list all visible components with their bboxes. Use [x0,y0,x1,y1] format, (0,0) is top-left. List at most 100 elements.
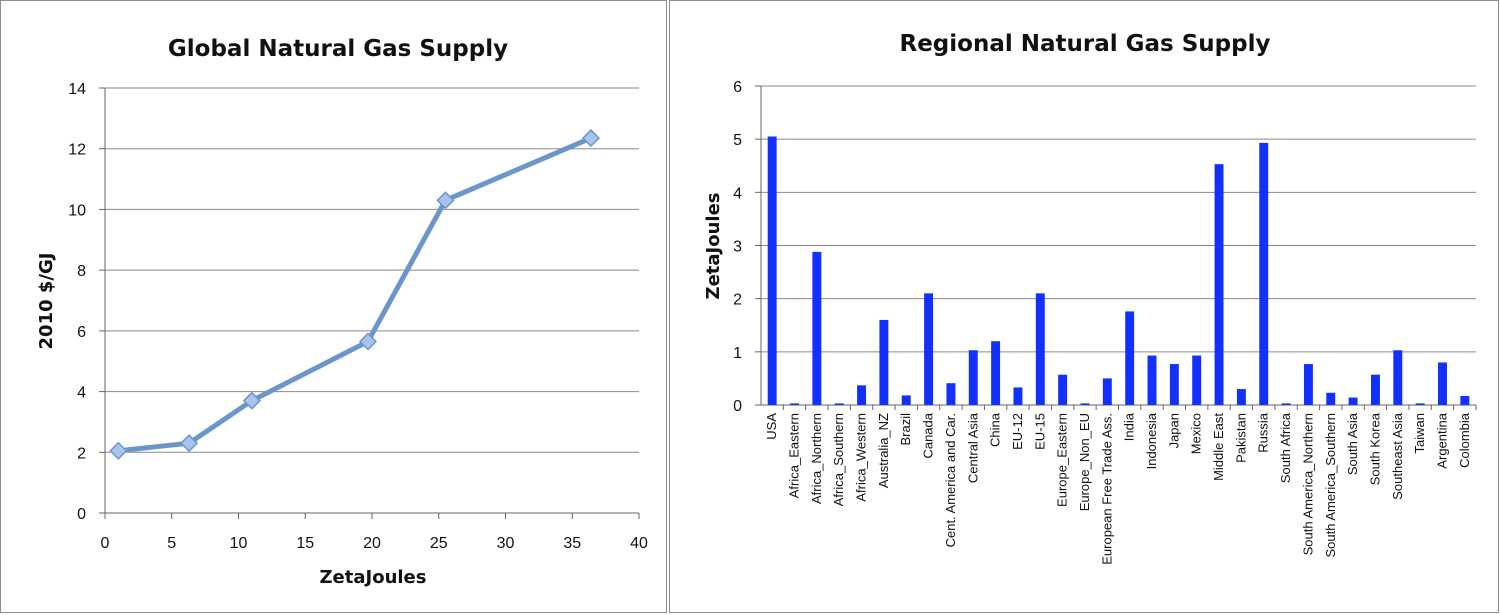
y-tick-label: 0 [733,398,742,415]
bar [1259,142,1269,405]
category-label: Africa_Western [854,413,869,502]
category-label: Canada [921,412,936,458]
category-label: Europe_Non_EU [1077,413,1092,511]
data-point-marker [109,441,128,460]
bar [1370,374,1380,405]
bar [1415,403,1425,405]
category-label: Brazil [898,413,913,446]
bar [1080,403,1090,405]
category-label: South Asia [1345,412,1360,475]
bar [1013,387,1023,405]
regional-supply-chart-panel: Regional Natural Gas Supply ZetaJoules 0… [669,0,1499,613]
gridlines [761,85,1476,353]
category-label: Cent. America and Car. [943,413,958,547]
x-axis-label: ZetaJoules [320,567,427,588]
bar [1460,395,1470,405]
category-label: Africa_Northern [809,413,824,504]
y-tick-label: 6 [733,79,742,96]
y-tick-label: 5 [733,132,742,149]
y-tick-label: 3 [733,239,742,256]
gridlines [105,87,639,453]
chart-title: Regional Natural Gas Supply [900,31,1271,57]
bar [1281,403,1291,405]
category-label: Colombia [1457,412,1472,468]
y-tick-label: 2 [733,292,742,309]
category-label: Taiwan [1412,413,1427,453]
bar [1102,378,1112,405]
bar [857,385,867,405]
category-label: EU-15 [1032,413,1047,450]
x-tick-label: 30 [497,535,515,552]
bar [1438,362,1447,405]
category-label: Africa_Eastern [787,413,802,498]
category-label: USA [764,413,779,440]
bar [1035,293,1045,405]
x-tick-label: 35 [563,535,581,552]
y-tick-label: 4 [77,385,86,402]
category-label: EU-12 [1010,413,1025,450]
global-supply-line-chart: Global Natural Gas Supply 2010 $/GJ Zeta… [36,36,648,588]
data-point-marker [180,434,199,453]
category-label: Japan [1166,413,1181,448]
category-label: South Africa [1278,412,1293,483]
x-tick-label: 20 [363,535,381,552]
axes [755,85,1477,410]
y-tick-label: 14 [68,81,86,98]
data-point-marker [581,129,601,148]
series-line [115,135,594,454]
bar [1303,364,1313,405]
bar [879,319,889,405]
category-label: South America_Southern [1323,413,1338,558]
bar [924,293,934,405]
category-label: Indonesia [1144,412,1159,469]
bar [834,403,844,405]
data-point-marker [358,332,378,351]
bar [812,251,822,405]
bar [1147,355,1157,405]
x-tick-label: 40 [630,535,648,552]
bar [1058,374,1068,405]
regional-supply-bar-chart: Regional Natural Gas Supply ZetaJoules 0… [703,31,1477,565]
bar [790,403,799,405]
y-axis-label: ZetaJoules [703,193,724,300]
data-point-marker [436,191,455,210]
category-label: Pakistan [1233,413,1248,463]
category-label: Southeast Asia [1390,412,1405,499]
bar [946,383,956,405]
y-tick-label: 12 [68,142,86,159]
bar [1214,164,1224,405]
y-tick-label: 6 [77,324,86,341]
y-tick-label: 10 [68,202,86,219]
x-tick-label: 0 [101,535,110,552]
y-tick-label: 0 [77,506,86,523]
category-label: Argentina [1434,412,1449,468]
category-label: Russia [1256,412,1271,453]
x-tick-label: 25 [430,535,448,552]
data-series [109,129,601,460]
data-point-marker [242,391,261,410]
bar [1169,364,1179,405]
y-tick-label: 1 [733,345,742,362]
x-tick-label: 15 [296,535,314,552]
bar [1192,355,1202,405]
chart-title: Global Natural Gas Supply [168,36,508,62]
bars [767,136,1470,405]
category-label: Australia_NZ [876,413,891,488]
bar [1348,397,1358,405]
category-label: Europe_Eastern [1055,413,1070,507]
bar [991,341,1001,405]
category-label: Middle East [1211,413,1226,481]
category-label: South America_Northern [1300,413,1315,555]
category-label: India [1122,412,1137,441]
bar [1393,350,1403,405]
tick-labels: 0 2 4 6 8 10 12 14 0 5 10 15 20 25 30 35 40 [68,81,648,552]
category-label: South Korea [1367,412,1382,485]
y-tick-label: 4 [733,185,742,202]
bar [901,395,911,405]
axes [99,87,640,519]
x-tick-label: 5 [167,535,176,552]
bar [968,350,978,405]
global-supply-chart-panel: Global Natural Gas Supply 2010 $/GJ Zeta… [0,0,667,613]
x-tick-label: 10 [230,535,248,552]
bar [1236,389,1246,405]
